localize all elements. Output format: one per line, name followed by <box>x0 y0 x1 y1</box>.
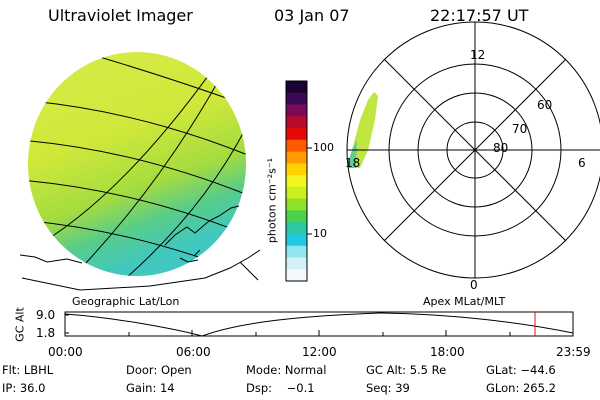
instrument-title: Ultraviolet Imager <box>48 6 193 25</box>
colorbar <box>285 80 312 282</box>
alt-xtick-4: 23:59 <box>556 345 591 359</box>
colorbar-band <box>286 269 307 282</box>
colorbar-band <box>286 233 307 247</box>
polar-plot <box>346 21 600 279</box>
door-status: Door: Open <box>126 363 192 377</box>
colorbar-band <box>286 116 307 129</box>
continent-outline <box>21 249 261 291</box>
colorbar-band <box>286 81 307 94</box>
colorbar-band <box>286 186 307 200</box>
mlat-label-70: 70 <box>512 122 528 136</box>
alt-xtick-3: 18:00 <box>430 345 465 359</box>
colorbar-band <box>286 175 307 188</box>
geo-panel-label: Geographic Lat/Lon <box>72 295 180 308</box>
glon-status: GLon: 265.2 <box>486 381 556 395</box>
mlt-label-12: 12 <box>470 48 486 62</box>
colorbar-unit-label: photon cm⁻²s⁻¹ <box>265 157 279 244</box>
polar-panel-label: Apex MLat/MLT <box>423 295 506 308</box>
colorbar-band <box>286 163 307 176</box>
altitude-curve <box>64 312 574 337</box>
gcalt-status: GC Alt: 5.5 Re <box>366 363 447 377</box>
colorbar-band <box>286 128 307 141</box>
colorbar-band <box>286 151 307 164</box>
ip-status: IP: 36.0 <box>2 381 46 395</box>
colorbar-band <box>286 104 307 117</box>
mlt-label-6: 6 <box>578 156 586 170</box>
colorbar-band <box>286 92 307 106</box>
flt-status: Flt: LBHL <box>2 363 54 377</box>
mlt-label-0: 0 <box>470 278 478 292</box>
colorbar-band <box>286 139 307 153</box>
seq-status: Seq: 39 <box>366 381 410 395</box>
colorbar-tick-100: 100 <box>313 141 334 154</box>
uv-image-panel <box>19 52 246 276</box>
alt-xtick-1: 06:00 <box>176 345 211 359</box>
gain-status: Gain: 14 <box>126 381 175 395</box>
mlt-label-18: 18 <box>345 156 361 170</box>
colorbar-tick-10: 10 <box>313 227 327 240</box>
dsp-status: Dsp: −0.1 <box>246 381 315 395</box>
altitude-plot <box>64 311 574 337</box>
alt-xtick-0: 00:00 <box>48 345 83 359</box>
mlat-label-60: 60 <box>537 98 553 112</box>
colorbar-band <box>286 222 307 235</box>
colorbar-band <box>286 210 307 223</box>
colorbar-band <box>286 245 307 258</box>
coastline <box>19 205 240 264</box>
glat-status: GLat: −44.6 <box>486 363 556 377</box>
mode-status: Mode: Normal <box>246 363 327 377</box>
alt-ytick-1: 1.8 <box>36 326 56 340</box>
time-label: 22:17:57 UT <box>430 6 529 25</box>
alt-xtick-2: 12:00 <box>302 345 337 359</box>
mlat-label-80: 80 <box>493 141 509 155</box>
colorbar-band <box>286 257 307 270</box>
colorbar-band <box>286 198 307 211</box>
alt-ylabel: GC Alt <box>13 307 27 342</box>
alt-ytick-9: 9.0 <box>36 308 56 322</box>
date-label: 03 Jan 07 <box>274 6 350 25</box>
uv-image-disk <box>28 52 246 276</box>
